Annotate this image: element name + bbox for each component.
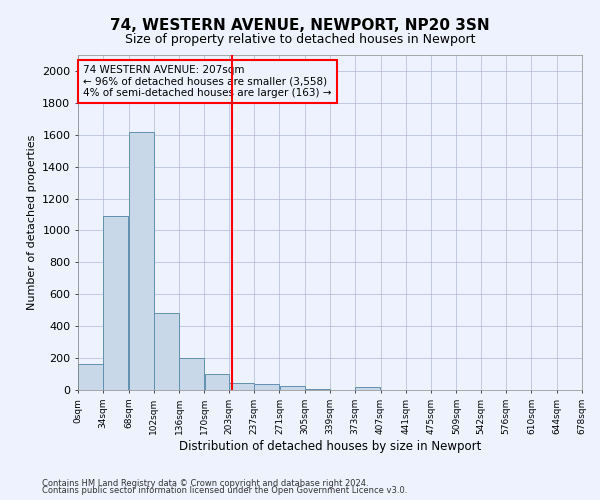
Bar bbox=[229, 383, 254, 390]
Bar bbox=[305, 389, 330, 390]
Text: 74 WESTERN AVENUE: 207sqm
← 96% of detached houses are smaller (3,558)
4% of sem: 74 WESTERN AVENUE: 207sqm ← 96% of detac… bbox=[83, 65, 332, 98]
X-axis label: Distribution of detached houses by size in Newport: Distribution of detached houses by size … bbox=[179, 440, 481, 452]
Text: Contains HM Land Registry data © Crown copyright and database right 2024.: Contains HM Land Registry data © Crown c… bbox=[42, 478, 368, 488]
Bar bbox=[254, 384, 279, 390]
Text: Size of property relative to detached houses in Newport: Size of property relative to detached ho… bbox=[125, 32, 475, 46]
Bar bbox=[129, 132, 154, 390]
Bar bbox=[355, 387, 380, 390]
Text: Contains public sector information licensed under the Open Government Licence v3: Contains public sector information licen… bbox=[42, 486, 407, 495]
Bar bbox=[205, 374, 229, 390]
Text: 74, WESTERN AVENUE, NEWPORT, NP20 3SN: 74, WESTERN AVENUE, NEWPORT, NP20 3SN bbox=[110, 18, 490, 32]
Bar bbox=[78, 364, 103, 390]
Bar bbox=[103, 216, 128, 390]
Bar bbox=[280, 386, 305, 390]
Bar bbox=[154, 314, 179, 390]
Bar bbox=[179, 358, 204, 390]
Y-axis label: Number of detached properties: Number of detached properties bbox=[26, 135, 37, 310]
